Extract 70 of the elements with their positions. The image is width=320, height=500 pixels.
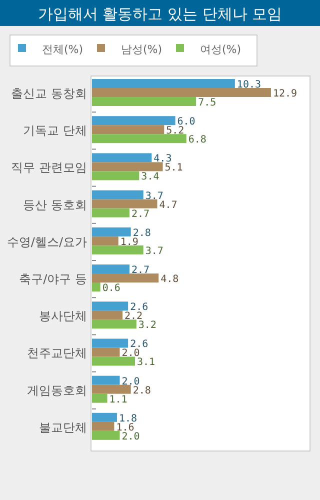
y-tick-label: 직무 관련모임 [11,160,87,175]
bar [92,320,136,329]
bar [92,348,120,357]
data-label: 2.0 [122,431,140,442]
title-bar: 가입해서 활동하고 있는 단체나 모임 [0,0,320,26]
data-label: 2.0 [122,376,140,388]
data-label: 1.8 [118,413,138,424]
bar [92,236,118,246]
bar [92,208,130,218]
bar [92,338,128,348]
y-tick-label: 축구/야구 등 [19,272,87,286]
bar [92,412,117,422]
bar [92,376,120,385]
y-tick-label: 기독교 단체 [23,124,87,138]
bar [92,97,196,106]
data-label: 1.9 [120,236,138,248]
bar [92,199,158,208]
legend-label: 남성(%) [121,43,162,56]
data-label: 10.3 [236,80,262,90]
bar [92,274,159,282]
bar [92,245,144,254]
bar [92,282,100,292]
bar [92,310,123,320]
y-tick-label: 천주교단체 [27,346,87,360]
data-label: 5.1 [164,162,183,174]
y-tick-label: 등산 동호회 [23,198,87,212]
data-label: 3.7 [145,246,164,257]
y-tick-label: 봉사단체 [39,309,87,324]
bar [92,422,114,431]
bar [92,153,152,162]
data-label: 1.6 [116,422,134,434]
bar [92,162,163,172]
bar [92,302,128,311]
bar [92,430,120,440]
data-label: 2.8 [132,385,151,396]
data-label: 3.1 [137,357,156,368]
data-label: 3.7 [145,190,164,202]
data-label: 2.0 [122,348,140,360]
y-tick-label: 불교단체 [39,420,87,434]
bar [92,88,271,97]
y-tick-label: 수영/헬스/요가 [6,234,87,249]
data-label: 0.6 [102,283,120,294]
data-label: 3.2 [138,320,156,332]
data-label: 2.7 [131,208,150,220]
data-label: 3.4 [141,172,160,183]
bar [92,227,131,236]
bar [92,394,108,403]
bar [92,264,130,274]
data-label: 5.2 [166,126,184,137]
bar [92,79,235,88]
data-label: 4.7 [159,200,178,211]
data-label: 7.5 [198,98,216,108]
legend-label: 전체(%) [42,43,84,56]
chart-title: 가입해서 활동하고 있는 단체나 모임 [38,5,282,23]
bar [92,171,140,180]
bar [92,190,144,200]
bar [92,384,131,394]
bar [92,356,136,366]
y-tick-label: 게임동호회 [27,383,87,398]
data-label: 12.9 [273,88,298,100]
bar [92,134,186,144]
bar [92,116,176,126]
bar [92,125,164,134]
data-label: 6.8 [188,134,206,146]
data-label: 2.7 [131,265,150,276]
legend-label: 여성(%) [200,43,242,56]
data-label: 4.8 [160,274,179,285]
data-label: 2.8 [132,228,151,239]
y-tick-label: 출신교 동창회 [11,86,87,100]
data-label: 1.1 [109,394,128,406]
